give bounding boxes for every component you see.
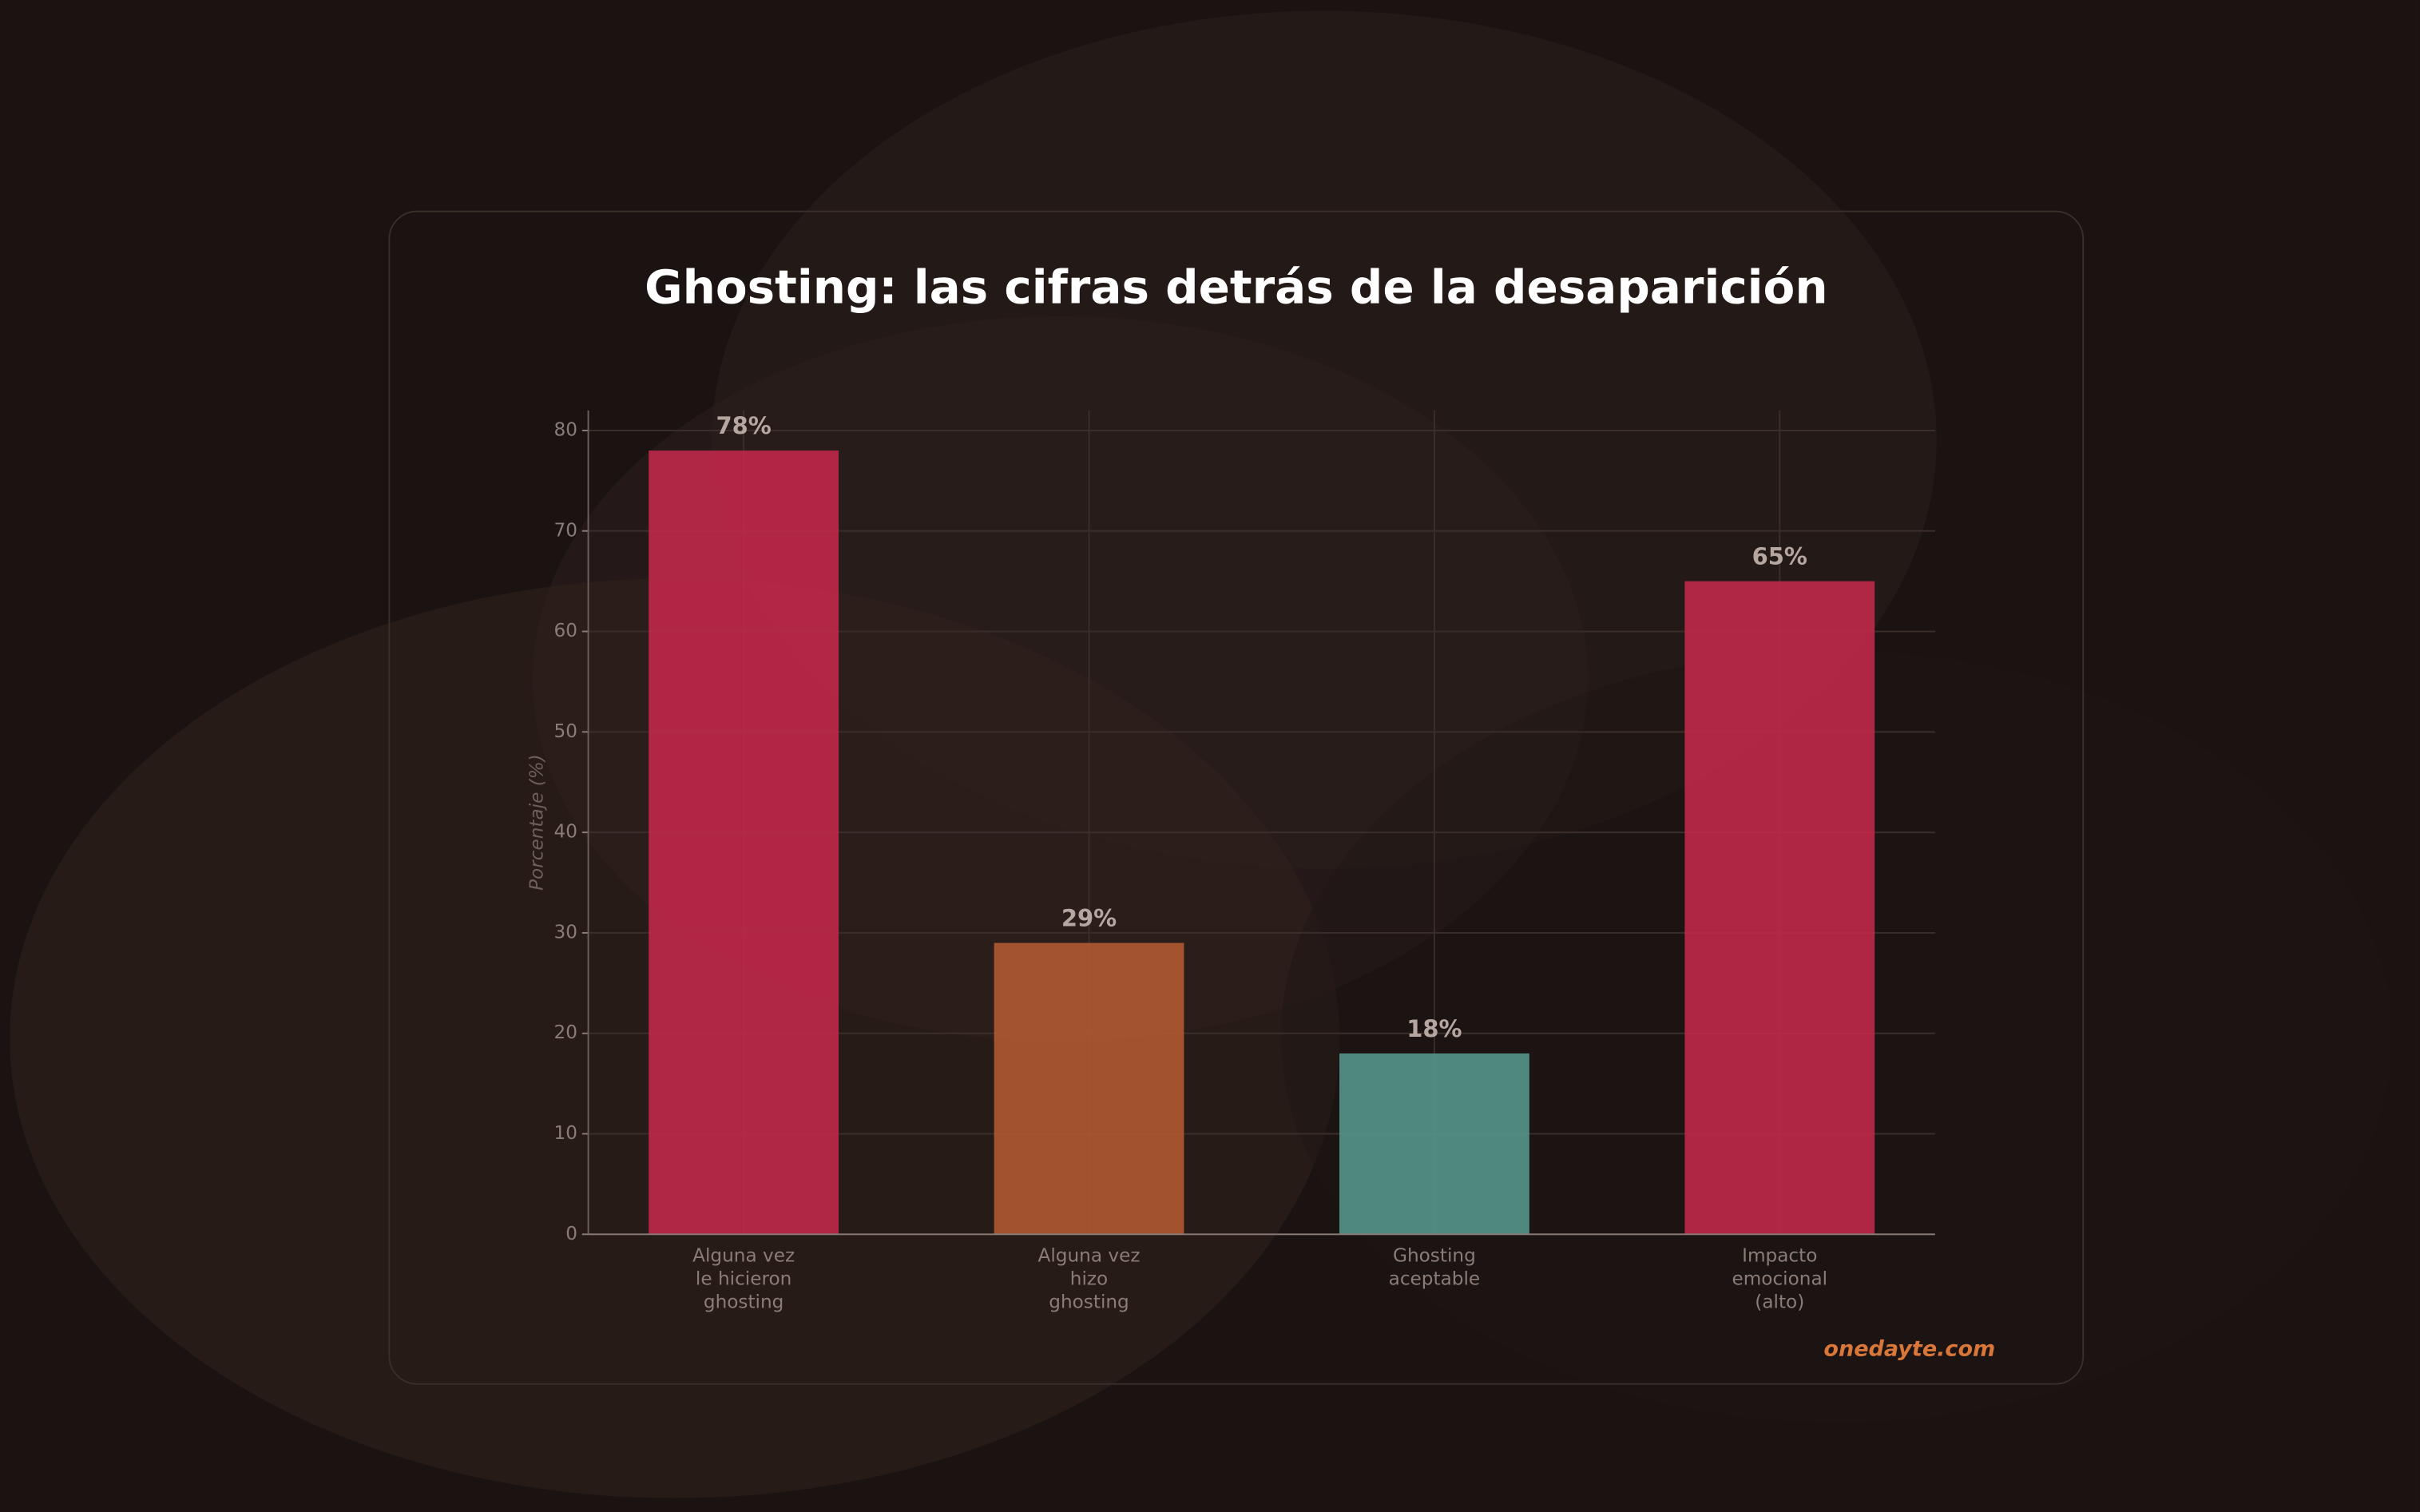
y-tick-label: 70 — [554, 519, 577, 541]
bar — [994, 943, 1184, 1235]
x-tick-label: Alguna vez hizo ghosting — [1038, 1244, 1141, 1312]
y-tick-label: 40 — [554, 821, 577, 843]
y-tick-label: 50 — [554, 720, 577, 742]
value-label: 29% — [1061, 905, 1117, 932]
y-tick-label: 20 — [554, 1022, 577, 1043]
value-label: 78% — [716, 412, 771, 439]
y-tick-label: 80 — [554, 419, 577, 440]
bar — [649, 450, 839, 1235]
card — [388, 210, 2085, 1385]
value-label: 18% — [1406, 1015, 1462, 1042]
x-tick-label: Alguna vez le hicieron ghosting — [692, 1244, 795, 1312]
y-tick-label: 60 — [554, 620, 577, 641]
x-tick-label: Ghosting aceptable — [1389, 1244, 1481, 1289]
bar — [1684, 581, 1875, 1235]
y-axis-label: Porcentaje (%) — [526, 754, 547, 891]
x-tick-label: Impacto emocional (alto) — [1732, 1244, 1827, 1312]
bar — [1339, 1053, 1529, 1235]
watermark: onedayte.com — [1823, 1337, 1995, 1362]
value-label: 65% — [1752, 543, 1807, 570]
y-tick-label: 0 — [565, 1223, 577, 1244]
chart-title: Ghosting: las cifras detrás de la desapa… — [645, 260, 1828, 314]
y-tick-label: 10 — [554, 1122, 577, 1144]
y-tick-label: 30 — [554, 921, 577, 943]
